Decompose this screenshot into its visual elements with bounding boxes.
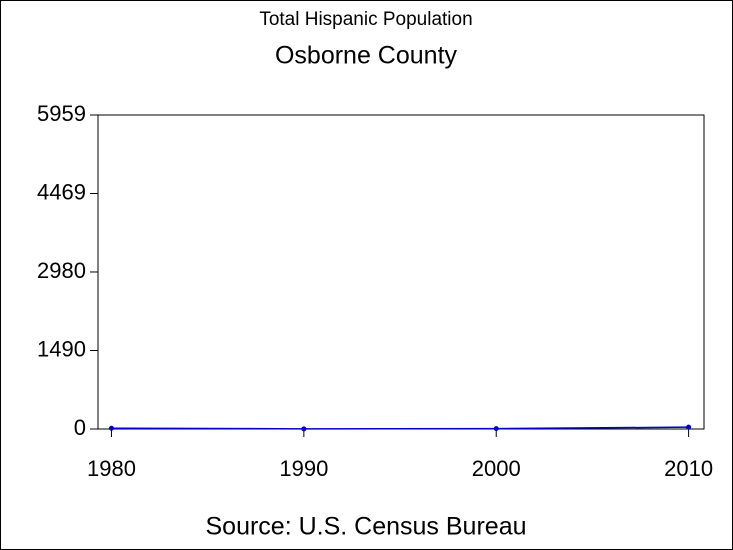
caption: Source: U.S. Census Bureau xyxy=(206,513,527,541)
y-tick-label: 2980 xyxy=(37,258,86,283)
chart-title: Total Hispanic Population xyxy=(259,9,472,30)
y-tick-label: 4469 xyxy=(37,179,86,204)
data-point xyxy=(493,426,499,432)
x-tick-label: 2010 xyxy=(664,456,713,481)
y-tick-label: 0 xyxy=(74,415,86,440)
data-point xyxy=(301,426,307,432)
data-line xyxy=(111,426,689,430)
x-tick-label: 2000 xyxy=(472,456,521,481)
y-tick-label: 5959 xyxy=(37,101,86,126)
x-tick-label: 1980 xyxy=(87,456,136,481)
chart-subtitle: Osborne County xyxy=(275,42,458,70)
data-point xyxy=(108,425,114,431)
y-tick-label: 1490 xyxy=(37,336,86,361)
data-point xyxy=(686,424,692,430)
x-tick-label: 1990 xyxy=(279,456,328,481)
